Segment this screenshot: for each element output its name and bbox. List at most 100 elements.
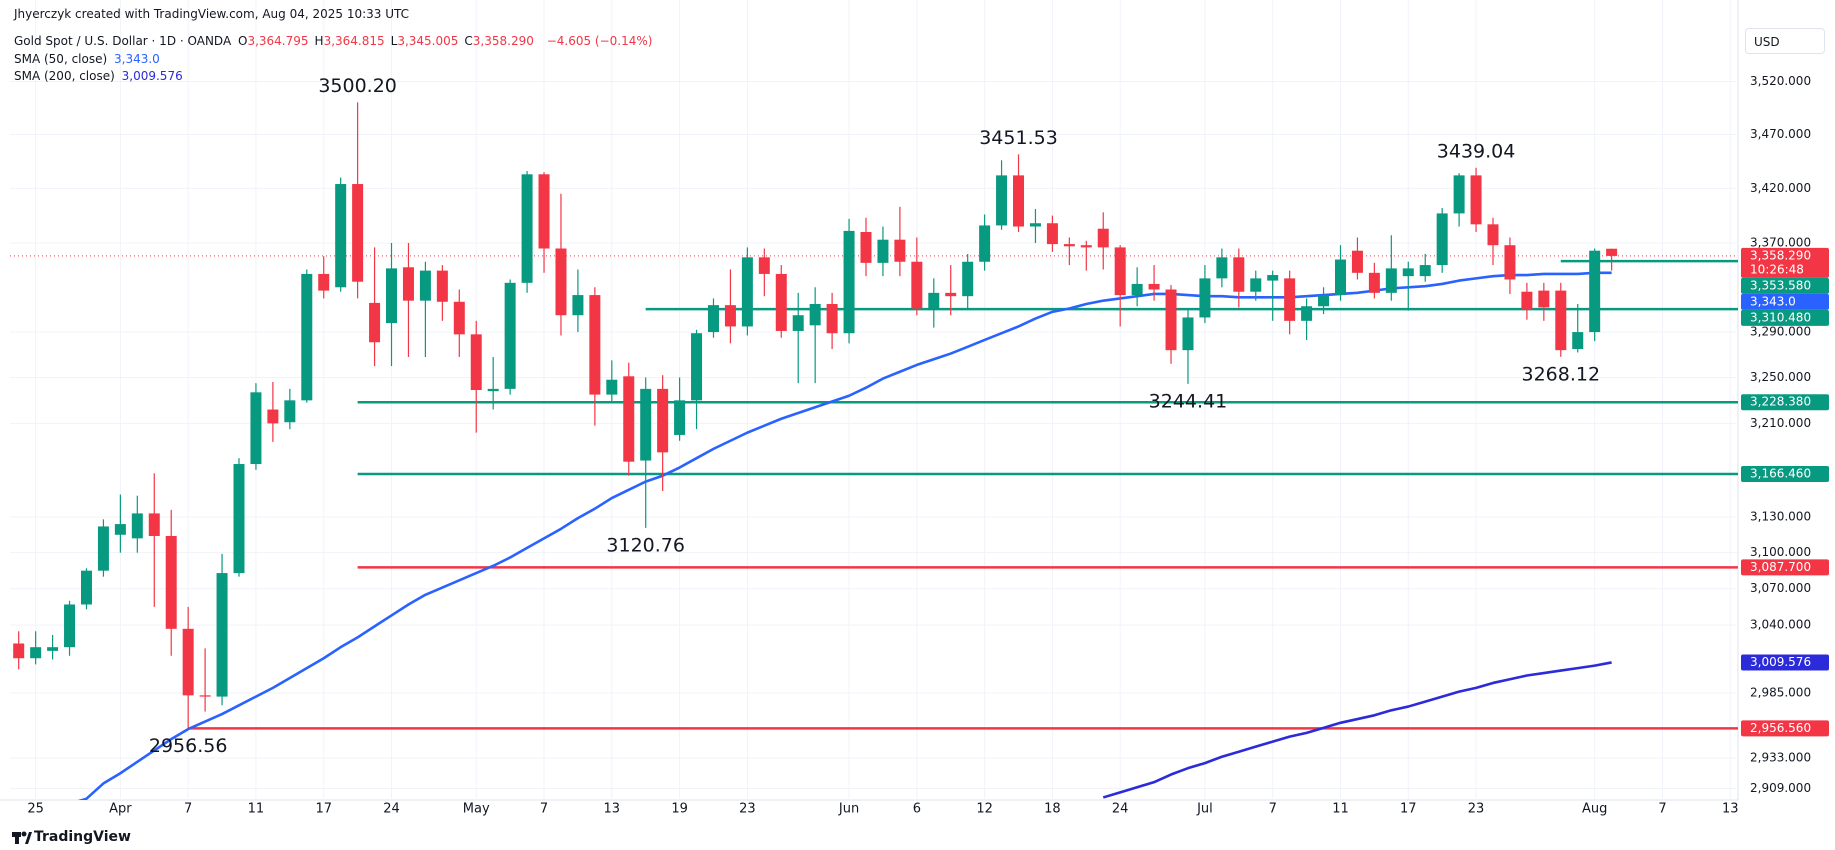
price-badge-label: 3,087.700 (1750, 560, 1811, 574)
price-badge (1741, 309, 1829, 326)
candle-body (1216, 257, 1228, 279)
candle-body (724, 305, 736, 327)
currency-button[interactable]: USD (1745, 28, 1825, 54)
candle-body (775, 273, 787, 331)
plot-area (10, 102, 1738, 800)
candle-body (1589, 250, 1601, 333)
price-badge (1741, 277, 1829, 294)
x-tick-label: 7 (184, 802, 192, 817)
candle-body (809, 304, 821, 326)
price-badge-label: 3,009.576 (1750, 655, 1811, 669)
candle-body (979, 225, 991, 262)
candle-body (691, 333, 703, 401)
candle-body (1504, 245, 1516, 280)
candle-body (606, 379, 618, 395)
candle-body (572, 295, 584, 316)
x-tick-label: 19 (671, 802, 688, 817)
candle-body (1114, 247, 1126, 296)
candle-body (1436, 213, 1448, 266)
quote-key: O (238, 34, 248, 48)
candle-body (1250, 278, 1262, 292)
grid (10, 0, 1738, 800)
branding: TradingView (34, 829, 131, 845)
price-badge (1741, 654, 1829, 671)
candle-body (64, 604, 76, 648)
y-tick-label: 3,070.000 (1750, 581, 1811, 595)
quote-value: 3,345.005 (397, 34, 459, 48)
candle-body (131, 513, 143, 539)
price-annotation: 2956.56 (149, 735, 228, 757)
price-badge (1741, 720, 1829, 737)
y-tick-label: 3,370.000 (1750, 235, 1811, 249)
price-badge (1741, 293, 1829, 310)
candle-body (1046, 223, 1058, 245)
candle-body (1284, 278, 1296, 321)
candle-body (267, 409, 279, 424)
candle-body (1063, 244, 1075, 247)
candle-body (657, 388, 669, 453)
candle-body (199, 695, 211, 697)
candle-body (538, 174, 550, 249)
brand-logo (12, 831, 32, 844)
price-badge-label: 3,166.460 (1750, 467, 1811, 481)
candle-body (1368, 272, 1380, 293)
price-badge (1741, 394, 1829, 411)
candle-body (1233, 257, 1245, 292)
x-tick-label: 24 (383, 802, 400, 817)
y-tick-label: 3,420.000 (1750, 181, 1811, 195)
candle-body (402, 267, 414, 301)
candle-body (589, 295, 601, 395)
candle-body (1148, 283, 1160, 290)
candle-body (826, 304, 838, 334)
legend-main: Gold Spot / U.S. Dollar · 1D · OANDA O3,… (14, 33, 658, 49)
candle-body (1131, 283, 1143, 296)
price-badge-label: 3,353.580 (1750, 278, 1811, 292)
change: −4.605 (−0.14%) (546, 34, 653, 48)
price-annotation: 3268.12 (1521, 363, 1600, 385)
candle-body (843, 230, 855, 334)
quote-key: L (390, 34, 398, 48)
candle-body (521, 174, 533, 283)
candle-body (1419, 265, 1431, 277)
x-tick-label: Apr (109, 802, 132, 817)
x-tick-label: 12 (976, 802, 993, 817)
x-tick-label: 17 (315, 802, 332, 817)
x-tick-label: May (463, 802, 490, 817)
price-annotation: 3451.53 (979, 127, 1058, 149)
sma-line (1102, 661, 1612, 799)
candle-body (47, 647, 59, 651)
candle-body (707, 305, 719, 333)
candle-body (453, 301, 465, 335)
price-badge-label: 10:26:48 (1750, 262, 1804, 276)
legend-sma200: SMA (200, close) 3,009.576 (14, 68, 186, 84)
indicator-name: SMA (50, close) (14, 52, 108, 66)
quote-value: 3,358.290 (472, 34, 534, 48)
price-annotation: 3500.20 (318, 75, 397, 97)
x-tick-label: Jul (1196, 802, 1213, 817)
candle-body (1267, 275, 1279, 281)
price-annotation: 3120.76 (606, 534, 685, 556)
candle-body (165, 535, 177, 629)
x-tick-label: 13 (604, 802, 621, 817)
candle-body (1029, 223, 1041, 227)
candle-body (250, 392, 262, 465)
quote: O3,364.795 H3,364.815 L3,345.005 C3,358.290 (238, 34, 540, 48)
x-tick-label: Aug (1582, 802, 1607, 817)
price-axis: 3,520.000 3,470.000 3,420.000 3,370.000 3,29… (1741, 74, 1829, 795)
candle-body (555, 248, 567, 316)
candle-body (1182, 317, 1194, 351)
candle-body (1453, 175, 1465, 214)
y-tick-label: 2,933.000 (1750, 751, 1811, 765)
candle-body (487, 388, 499, 392)
y-tick-label: 3,290.000 (1750, 325, 1811, 339)
x-tick-label: 7 (1658, 802, 1666, 817)
y-tick-label: 2,985.000 (1750, 685, 1811, 699)
candle-body (419, 270, 431, 301)
y-tick-label: 3,100.000 (1750, 545, 1811, 559)
candle-body (1606, 248, 1618, 256)
candle-body (335, 184, 347, 288)
candle-body (928, 292, 940, 309)
candle-body (97, 526, 109, 571)
x-tick-label: 11 (1332, 802, 1349, 817)
